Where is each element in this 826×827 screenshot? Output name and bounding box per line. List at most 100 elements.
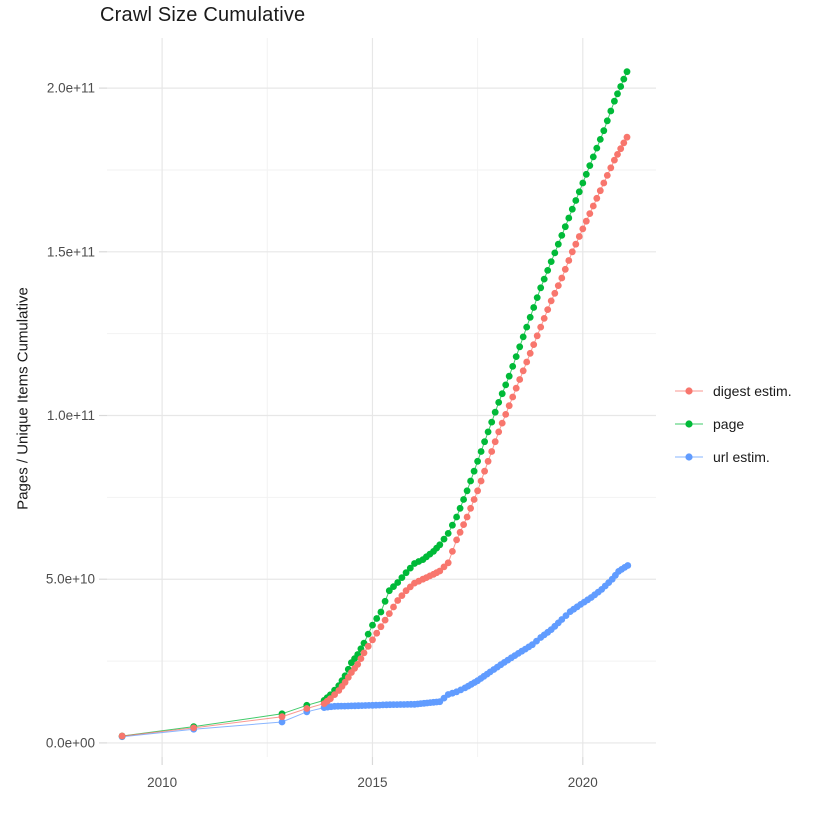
data-point: [623, 133, 631, 141]
data-point: [398, 592, 406, 599]
data-point: [603, 117, 611, 125]
data-point: [190, 724, 198, 732]
data-point: [554, 240, 562, 248]
data-point: [561, 265, 569, 273]
data-point: [623, 68, 631, 76]
data-point: [547, 258, 555, 265]
data-point: [530, 304, 538, 311]
data-point: [406, 564, 414, 572]
data-point: [579, 179, 587, 187]
data-point: [373, 615, 381, 622]
legend-key-url-icon: [675, 452, 703, 461]
series-line: [122, 136, 628, 737]
data-point: [611, 97, 618, 105]
data-point: [488, 418, 496, 426]
data-point: [565, 214, 573, 222]
data-point: [453, 536, 460, 544]
data-point: [575, 233, 583, 240]
data-point: [523, 358, 531, 366]
legend-key-page-icon: [675, 419, 703, 428]
data-point: [390, 583, 397, 590]
data-point: [394, 579, 402, 586]
data-point: [572, 197, 580, 204]
data-point: [516, 376, 524, 383]
data-point: [436, 567, 444, 575]
data-point: [477, 448, 485, 455]
x-tick-label: 2010: [147, 775, 177, 790]
y-tick-label: 2.0e+11: [47, 81, 95, 96]
series-digest-estim: [118, 133, 631, 740]
data-point: [582, 170, 590, 178]
data-point: [526, 349, 534, 357]
data-point: [617, 145, 625, 153]
data-point: [390, 603, 397, 611]
data-point: [481, 438, 488, 446]
data-point: [582, 217, 590, 225]
data-point: [603, 172, 611, 179]
data-point: [502, 381, 510, 389]
data-point: [614, 151, 621, 158]
data-point: [498, 419, 506, 427]
data-point: [512, 353, 520, 360]
y-tick-label: 0.0e+00: [46, 735, 95, 750]
data-point: [579, 225, 587, 233]
data-point: [519, 367, 527, 375]
data-point: [498, 390, 506, 398]
data-point: [586, 162, 594, 170]
data-point: [600, 127, 608, 135]
data-point: [611, 156, 618, 164]
data-point: [402, 569, 410, 577]
data-point: [453, 513, 460, 521]
y-axis-title: Pages / Unique Items Cumulative: [14, 287, 32, 510]
data-point: [589, 202, 597, 210]
data-point: [278, 718, 286, 726]
data-point: [544, 267, 552, 274]
data-point: [470, 467, 478, 475]
data-point: [354, 660, 362, 668]
data-point: [533, 294, 541, 301]
data-point: [344, 674, 352, 681]
data-point: [516, 343, 524, 351]
data-point: [547, 297, 555, 305]
data-point: [488, 448, 496, 455]
data-point: [558, 232, 566, 239]
data-point: [467, 504, 474, 512]
data-point: [484, 428, 492, 436]
data-point: [495, 399, 503, 406]
legend-label-page: page: [713, 415, 745, 432]
data-point: [474, 457, 481, 465]
data-point: [474, 487, 481, 495]
data-point: [600, 179, 608, 187]
data-point: [607, 107, 615, 115]
series-url-estim: [118, 562, 632, 741]
data-point: [463, 513, 471, 521]
x-tick-label: 2015: [357, 775, 387, 790]
data-point: [593, 144, 601, 152]
data-point: [537, 284, 545, 292]
data-point: [364, 630, 372, 638]
x-tick-label: 2020: [568, 775, 598, 790]
data-point: [509, 363, 517, 370]
data-point: [551, 289, 559, 297]
data-point: [385, 587, 393, 595]
data-point: [456, 528, 464, 536]
data-point: [502, 411, 510, 418]
data-point: [540, 315, 548, 322]
data-point: [530, 341, 538, 348]
data-point: [561, 223, 569, 231]
data-point: [460, 521, 467, 528]
data-point: [481, 467, 488, 475]
data-point: [460, 496, 467, 503]
data-point: [341, 678, 349, 686]
data-point: [377, 608, 385, 616]
data-point: [449, 548, 456, 555]
data-point: [331, 691, 338, 698]
data-point: [586, 210, 594, 218]
y-tick-label: 1.0e+11: [47, 408, 95, 423]
data-point: [540, 275, 548, 283]
data-point: [118, 732, 126, 740]
data-point: [533, 332, 541, 340]
data-point: [620, 75, 628, 83]
data-point: [491, 408, 499, 416]
